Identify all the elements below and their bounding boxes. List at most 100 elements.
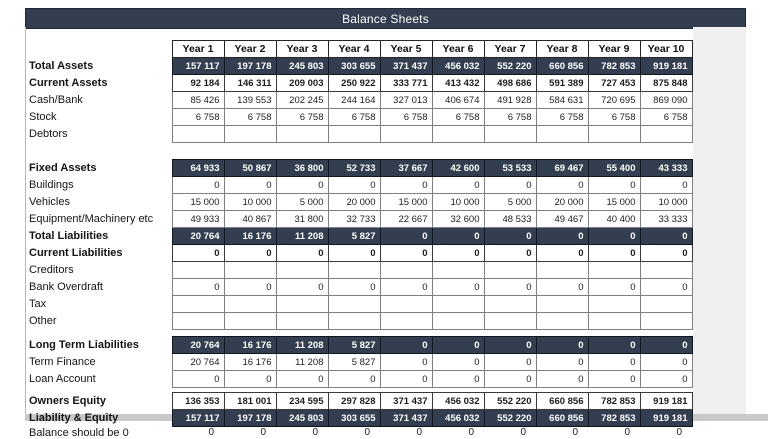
column-header-year-6[interactable]: Year 6 — [432, 41, 484, 58]
table-cell[interactable]: 727 453 — [588, 75, 640, 92]
table-cell[interactable] — [536, 262, 588, 279]
table-cell[interactable]: 85 426 — [172, 92, 224, 109]
column-header-year-1[interactable]: Year 1 — [172, 41, 224, 58]
table-cell[interactable]: 234 595 — [276, 393, 328, 410]
table-cell[interactable]: 36 800 — [276, 160, 328, 177]
table-cell[interactable]: 197 178 — [224, 58, 276, 75]
table-cell[interactable]: 491 928 — [484, 92, 536, 109]
table-cell[interactable] — [276, 296, 328, 313]
table-cell[interactable] — [484, 262, 536, 279]
row-label[interactable]: Other — [27, 313, 172, 330]
table-cell[interactable] — [224, 296, 276, 313]
column-header-year-5[interactable]: Year 5 — [380, 41, 432, 58]
table-cell[interactable]: 6 758 — [380, 109, 432, 126]
table-cell[interactable]: 209 003 — [276, 75, 328, 92]
table-cell[interactable]: 245 803 — [276, 58, 328, 75]
table-cell[interactable]: 0 — [536, 371, 588, 388]
table-cell[interactable]: 0 — [640, 245, 692, 262]
table-cell[interactable]: 6 758 — [224, 109, 276, 126]
table-cell[interactable]: 0 — [380, 371, 432, 388]
table-cell[interactable]: 0 — [484, 427, 536, 439]
table-cell[interactable]: 20 000 — [536, 194, 588, 211]
table-cell[interactable]: 0 — [432, 371, 484, 388]
table-cell[interactable]: 6 758 — [536, 109, 588, 126]
row-label[interactable]: Current Assets — [27, 75, 172, 92]
table-cell[interactable]: 919 181 — [640, 393, 692, 410]
table-cell[interactable] — [380, 313, 432, 330]
table-cell[interactable]: 0 — [484, 245, 536, 262]
table-cell[interactable]: 40 867 — [224, 211, 276, 228]
table-cell[interactable]: 0 — [536, 245, 588, 262]
table-cell[interactable]: 0 — [380, 228, 432, 245]
table-cell[interactable]: 16 176 — [224, 228, 276, 245]
table-cell[interactable] — [172, 313, 224, 330]
table-cell[interactable] — [588, 126, 640, 143]
column-header-year-8[interactable]: Year 8 — [536, 41, 588, 58]
table-cell[interactable]: 40 400 — [588, 211, 640, 228]
table-cell[interactable]: 10 000 — [640, 194, 692, 211]
table-cell[interactable]: 10 000 — [224, 194, 276, 211]
table-cell[interactable]: 413 432 — [432, 75, 484, 92]
row-label[interactable]: Long Term Liabilities — [27, 337, 172, 354]
row-label[interactable]: Total Liabilities — [27, 228, 172, 245]
table-cell[interactable]: 6 758 — [276, 109, 328, 126]
table-cell[interactable]: 43 333 — [640, 160, 692, 177]
table-cell[interactable]: 22 667 — [380, 211, 432, 228]
table-cell[interactable]: 0 — [432, 279, 484, 296]
table-cell[interactable]: 5 827 — [328, 337, 380, 354]
table-cell[interactable]: 0 — [640, 228, 692, 245]
table-cell[interactable]: 591 389 — [536, 75, 588, 92]
table-cell[interactable]: 0 — [224, 177, 276, 194]
table-cell[interactable]: 371 437 — [380, 58, 432, 75]
table-cell[interactable]: 660 856 — [536, 410, 588, 427]
table-cell[interactable] — [380, 126, 432, 143]
table-cell[interactable]: 11 208 — [276, 354, 328, 371]
table-cell[interactable]: 0 — [276, 371, 328, 388]
table-cell[interactable]: 55 400 — [588, 160, 640, 177]
table-cell[interactable]: 869 090 — [640, 92, 692, 109]
table-cell[interactable]: 5 000 — [276, 194, 328, 211]
table-cell[interactable]: 919 181 — [640, 58, 692, 75]
table-cell[interactable]: 0 — [588, 371, 640, 388]
table-cell[interactable]: 20 764 — [172, 337, 224, 354]
table-cell[interactable] — [276, 262, 328, 279]
table-cell[interactable] — [588, 262, 640, 279]
table-cell[interactable]: 244 164 — [328, 92, 380, 109]
row-label[interactable]: Vehicles — [27, 194, 172, 211]
table-cell[interactable] — [380, 262, 432, 279]
table-cell[interactable]: 139 553 — [224, 92, 276, 109]
table-cell[interactable]: 782 853 — [588, 58, 640, 75]
table-cell[interactable]: 49 933 — [172, 211, 224, 228]
row-label[interactable]: Buildings — [27, 177, 172, 194]
table-cell[interactable] — [484, 126, 536, 143]
table-cell[interactable]: 0 — [536, 337, 588, 354]
table-cell[interactable]: 303 655 — [328, 58, 380, 75]
table-cell[interactable]: 0 — [328, 279, 380, 296]
table-cell[interactable]: 6 758 — [640, 109, 692, 126]
table-cell[interactable]: 0 — [432, 228, 484, 245]
table-cell[interactable]: 0 — [328, 177, 380, 194]
table-cell[interactable] — [536, 313, 588, 330]
table-cell[interactable]: 6 758 — [432, 109, 484, 126]
table-cell[interactable]: 782 853 — [588, 393, 640, 410]
table-cell[interactable]: 456 032 — [432, 410, 484, 427]
table-cell[interactable]: 660 856 — [536, 58, 588, 75]
table-cell[interactable]: 0 — [432, 337, 484, 354]
table-cell[interactable]: 0 — [172, 427, 224, 439]
table-cell[interactable]: 0 — [536, 177, 588, 194]
table-cell[interactable]: 0 — [172, 371, 224, 388]
table-cell[interactable]: 6 758 — [172, 109, 224, 126]
table-cell[interactable]: 31 800 — [276, 211, 328, 228]
table-cell[interactable] — [640, 262, 692, 279]
table-cell[interactable]: 0 — [328, 371, 380, 388]
table-cell[interactable]: 16 176 — [224, 354, 276, 371]
table-cell[interactable] — [276, 126, 328, 143]
table-cell[interactable]: 0 — [536, 354, 588, 371]
table-cell[interactable]: 42 600 — [432, 160, 484, 177]
table-cell[interactable]: 0 — [588, 427, 640, 439]
table-cell[interactable]: 0 — [172, 177, 224, 194]
table-cell[interactable]: 20 764 — [172, 354, 224, 371]
table-cell[interactable]: 0 — [484, 371, 536, 388]
table-cell[interactable]: 157 117 — [172, 58, 224, 75]
table-cell[interactable]: 0 — [224, 427, 276, 439]
